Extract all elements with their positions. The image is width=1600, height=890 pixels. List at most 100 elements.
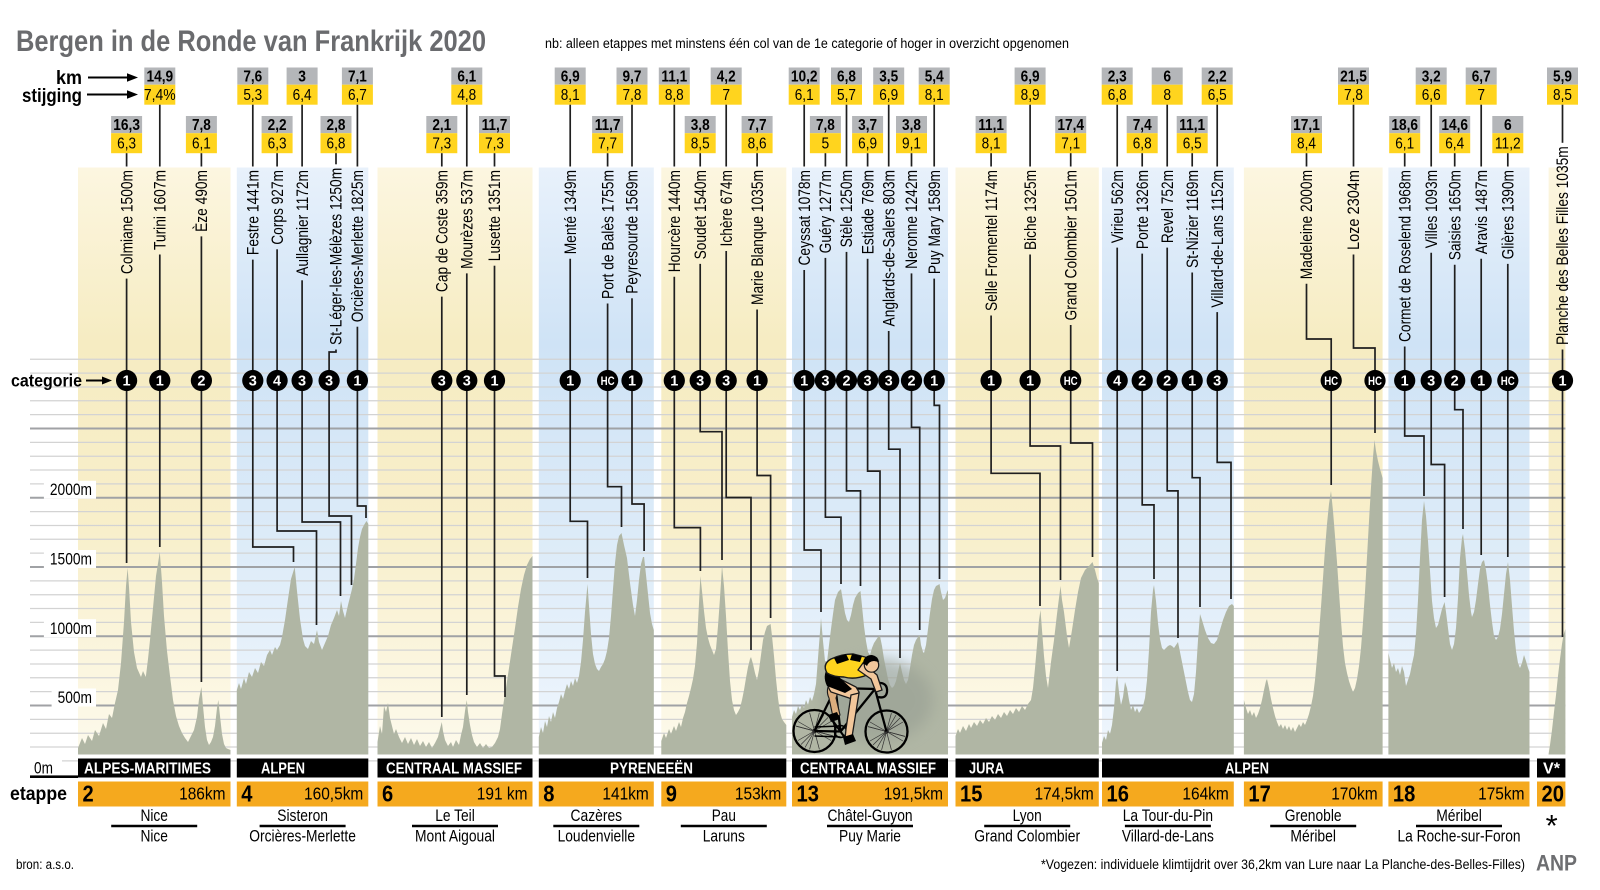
svg-text:11,1: 11,1: [661, 69, 687, 86]
svg-text:Laruns: Laruns: [703, 828, 745, 846]
svg-text:Stèle 1250m: Stèle 1250m: [838, 170, 856, 247]
svg-text:Selle Fromentel 1174m: Selle Fromentel 1174m: [983, 170, 1001, 311]
svg-text:191,5km: 191,5km: [884, 784, 943, 804]
svg-text:2: 2: [1451, 374, 1459, 390]
svg-text:7,4: 7,4: [1133, 117, 1152, 134]
svg-text:7,8: 7,8: [192, 117, 211, 134]
svg-text:Grenoble: Grenoble: [1285, 807, 1342, 825]
svg-text:6: 6: [1163, 69, 1171, 86]
svg-text:La Roche-sur-Foron: La Roche-sur-Foron: [1398, 828, 1521, 846]
svg-text:Grand Colombier: Grand Colombier: [974, 828, 1080, 846]
svg-text:7: 7: [722, 87, 730, 104]
svg-text:Villard-de-Lans 1152m: Villard-de-Lans 1152m: [1209, 170, 1227, 308]
svg-text:3,2: 3,2: [1422, 69, 1441, 86]
svg-text:7,8: 7,8: [623, 87, 642, 104]
svg-text:191 km: 191 km: [477, 784, 528, 804]
svg-text:7: 7: [1477, 87, 1485, 104]
svg-text:20: 20: [1542, 781, 1564, 807]
svg-text:3: 3: [864, 374, 872, 390]
svg-text:8,1: 8,1: [982, 136, 1001, 153]
svg-text:St-Léger-les-Mélèzes 1250m: St-Léger-les-Mélèzes 1250m: [328, 168, 346, 345]
svg-text:4,2: 4,2: [717, 69, 736, 86]
svg-text:Peyresourde 1569m: Peyresourde 1569m: [624, 170, 642, 294]
svg-text:Méribel: Méribel: [1436, 807, 1482, 825]
svg-text:9: 9: [666, 781, 677, 807]
svg-text:6,5: 6,5: [1183, 136, 1202, 153]
svg-text:Menté 1349m: Menté 1349m: [562, 170, 580, 254]
svg-text:13: 13: [797, 781, 819, 807]
svg-text:Puy Marie: Puy Marie: [839, 828, 901, 846]
svg-text:Guéry 1277m: Guéry 1277m: [817, 170, 835, 253]
svg-text:Colmiane 1500m: Colmiane 1500m: [118, 170, 136, 274]
svg-text:2,3: 2,3: [1108, 69, 1127, 86]
svg-text:8,5: 8,5: [1553, 87, 1572, 104]
svg-text:6,4: 6,4: [1445, 136, 1464, 153]
svg-text:Soudet 1540m: Soudet 1540m: [692, 170, 710, 259]
svg-text:10,2: 10,2: [791, 69, 818, 86]
svg-text:Nice: Nice: [140, 828, 168, 846]
svg-text:8: 8: [543, 781, 554, 807]
svg-text:7,4%: 7,4%: [144, 87, 176, 104]
svg-text:CENTRAAL MASSIEF: CENTRAAL MASSIEF: [800, 761, 936, 778]
svg-text:3,7: 3,7: [858, 117, 877, 134]
svg-text:6,3: 6,3: [268, 136, 287, 153]
svg-text:3,5: 3,5: [879, 69, 898, 86]
svg-text:6,1: 6,1: [457, 69, 476, 86]
svg-text:1: 1: [1401, 374, 1409, 390]
svg-text:0m: 0m: [34, 760, 53, 778]
svg-text:8: 8: [1163, 87, 1171, 104]
svg-text:4: 4: [1113, 374, 1121, 390]
svg-text:1: 1: [566, 374, 574, 390]
svg-text:Cazères: Cazères: [571, 807, 623, 825]
svg-text:3: 3: [1213, 374, 1221, 390]
svg-text:160,5km: 160,5km: [304, 784, 363, 804]
svg-text:1: 1: [156, 374, 164, 390]
svg-text:1: 1: [987, 374, 995, 390]
svg-text:Nice: Nice: [140, 807, 168, 825]
svg-text:HC: HC: [1368, 374, 1382, 388]
svg-text:11,1: 11,1: [978, 117, 1004, 134]
svg-text:2: 2: [197, 374, 205, 390]
svg-text:17: 17: [1248, 781, 1270, 807]
svg-text:6,1: 6,1: [192, 136, 211, 153]
svg-text:14,9: 14,9: [146, 69, 173, 86]
svg-text:Corps 927m: Corps 927m: [269, 170, 287, 245]
svg-text:2000m: 2000m: [50, 481, 92, 499]
svg-text:6,7: 6,7: [1472, 69, 1491, 86]
svg-text:Mont Aigoual: Mont Aigoual: [415, 828, 495, 846]
svg-text:4,8: 4,8: [457, 87, 476, 104]
svg-text:stijging: stijging: [22, 86, 82, 107]
svg-text:1: 1: [1477, 374, 1485, 390]
svg-text:Villes 1093m: Villes 1093m: [1423, 170, 1441, 248]
svg-text:Orcières-Merlette 1825m: Orcières-Merlette 1825m: [349, 170, 367, 322]
svg-text:1: 1: [800, 374, 808, 390]
svg-text:Estiade 769m: Estiade 769m: [859, 170, 877, 254]
svg-text:Orcières-Merlette: Orcières-Merlette: [249, 828, 356, 846]
svg-text:7,3: 7,3: [432, 136, 451, 153]
svg-text:14,6: 14,6: [1441, 117, 1468, 134]
svg-text:9,1: 9,1: [902, 136, 921, 153]
svg-text:3: 3: [696, 374, 704, 390]
svg-text:6,7: 6,7: [348, 87, 367, 104]
svg-text:5,7: 5,7: [837, 87, 856, 104]
svg-text:Pau: Pau: [712, 807, 736, 825]
svg-text:3,8: 3,8: [902, 117, 921, 134]
svg-text:Planche des Belles Filles 1035: Planche des Belles Filles 1035m: [1554, 146, 1572, 345]
svg-text:ALPEN: ALPEN: [1225, 761, 1269, 778]
svg-text:7,8: 7,8: [1344, 87, 1363, 104]
svg-text:7,7: 7,7: [598, 136, 617, 153]
svg-text:8,1: 8,1: [561, 87, 580, 104]
svg-text:6,5: 6,5: [1208, 87, 1227, 104]
svg-text:7,1: 7,1: [348, 69, 367, 86]
svg-text:3: 3: [463, 374, 471, 390]
svg-text:17,1: 17,1: [1293, 117, 1320, 134]
svg-text:Festre 1441m: Festre 1441m: [245, 170, 263, 255]
svg-text:6: 6: [1504, 117, 1512, 134]
svg-text:Ichère 674m: Ichère 674m: [718, 170, 736, 247]
svg-text:Hourcère 1440m: Hourcère 1440m: [666, 170, 684, 272]
svg-text:170km: 170km: [1331, 784, 1377, 804]
svg-text:2,8: 2,8: [327, 117, 346, 134]
svg-text:Virieu 562m: Virieu 562m: [1109, 170, 1127, 243]
svg-text:Ceyssat 1078m: Ceyssat 1078m: [796, 170, 814, 266]
svg-text:17,4: 17,4: [1057, 117, 1084, 134]
